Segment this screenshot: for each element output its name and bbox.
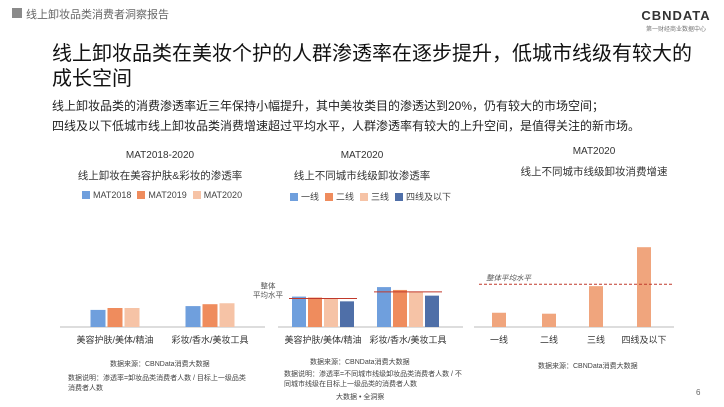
chart1-legend: MAT2018 MAT2019 MAT2020 (82, 190, 248, 200)
legend-item-tier3: 三线 (360, 190, 389, 203)
chart2-source: 数据来源：CBNData消费大数据 (310, 359, 410, 366)
chart1-plot: 美容护肤/美体/精油 彩妆/香水/美妆工具 (60, 303, 265, 345)
legend-label: MAT2020 (203, 190, 243, 200)
legend-item-mat2019: MAT2019 (137, 190, 187, 200)
bar-tier2-0 (308, 297, 322, 327)
legend-swatch (290, 192, 298, 201)
page-number: 6 (696, 388, 701, 397)
legend-label: 二线 (336, 192, 355, 202)
bar-mat2019-1 (202, 304, 218, 327)
legend-item-mat2020: MAT2020 (192, 190, 243, 200)
legend-label: 一线 (301, 192, 320, 202)
chart1-period: MAT2018-2020 (125, 150, 195, 161)
legend-swatch (360, 192, 369, 201)
description: 线上卸妆品类的消费渗透率近三年保持小幅提升，其中美妆类目的渗透达到20%，仍有较… (52, 96, 692, 136)
average-label: 整体 (261, 281, 276, 291)
legend-item-tier2: 二线 (325, 190, 354, 203)
legend-item-mat2018: MAT2018 (82, 190, 131, 200)
bar-growth-2 (589, 286, 603, 327)
chart2-note: 数据说明：渗透率=不同城市线级卸妆品类消费者人数 / 不同城市线级在目标上一级品… (284, 371, 462, 388)
bar-tier4-1 (425, 295, 439, 327)
description-line-1: 线上卸妆品类的消费渗透率近三年保持小幅提升，其中美妆类目的渗透达到20%，仍有较… (52, 99, 605, 113)
legend-swatch (325, 192, 334, 201)
header-marker (12, 8, 22, 18)
description-line-2: 四线及以下低城市线上卸妆品类消费增速超过平均水平，人群渗透率有较大的上升空间，是… (52, 119, 641, 133)
x-tick-label: 四线及以下 (621, 334, 666, 345)
x-tick-label: 彩妆/香水/美妆工具 (171, 334, 248, 345)
x-tick-label: 彩妆/香水/美妆工具 (369, 334, 446, 345)
chart1-note: 数据说明：渗透率=卸妆品类消费者人数 / 目标上一级品类消费者人数 (68, 375, 246, 392)
logo-text: CBNDATA (641, 8, 711, 23)
x-tick-label: 美容护肤/美体/精油 (76, 334, 153, 345)
page-title: 线上卸妆品类在美妆个护的人群渗透率在逐步提升，低城市线级有较大的成长空间 (52, 43, 692, 90)
chart2-footer: 大数据 • 全洞察 (336, 394, 385, 401)
legend-label: MAT2018 (93, 190, 132, 200)
x-tick-label: 美容护肤/美体/精油 (284, 334, 361, 345)
bar-mat2018-1 (185, 306, 201, 327)
chart2-legend: 一线 二线 三线 四线及以下 (290, 190, 457, 203)
x-tick-label: 一线 (490, 334, 508, 345)
legend-swatch (82, 191, 90, 199)
cbndata-logo: CBNDATA 第一财经商业数据中心 (640, 8, 712, 36)
x-tick-label: 二线 (540, 334, 558, 345)
chart2-plot: 美容护肤/美体/精油 彩妆/香水/美妆工具 整体平均水平 (253, 281, 463, 345)
chart2-heading: MAT2020 线上不同城市线级卸妆渗透率 (262, 150, 462, 183)
bar-tier2-1 (393, 289, 407, 327)
bar-growth-1 (542, 313, 556, 327)
legend-item-tier4: 四线及以下 (395, 190, 451, 203)
x-tick-label: 三线 (587, 334, 605, 345)
chart3-heading: MAT2020 线上不同城市线级卸妆消费增速 (484, 146, 704, 179)
bar-mat2019-0 (107, 308, 123, 327)
bar-mat2020-1 (219, 303, 235, 327)
bar-mat2018-0 (90, 309, 106, 327)
chart1-heading: MAT2018-2020 线上卸妆在美容护肤&彩妆的渗透率 (60, 150, 260, 183)
logo-subtext: 第一财经商业数据中心 (645, 27, 706, 33)
legend-item-tier1: 一线 (290, 190, 319, 203)
report-title: 线上卸妆品类消费者洞察报告 (26, 9, 169, 21)
legend-label: 三线 (371, 192, 390, 202)
legend-swatch (137, 191, 146, 199)
chart3-title: 线上不同城市线级卸妆消费增速 (520, 166, 668, 178)
average-label: 平均水平 (253, 290, 283, 300)
chart1-source: 数据来源：CBNData消费大数据 (110, 361, 210, 368)
average-label: 整体平均水平 (486, 273, 532, 282)
bar-growth-0 (492, 312, 506, 327)
bar-tier1-0 (292, 296, 306, 327)
legend-swatch (192, 191, 201, 199)
bar-tier3-1 (409, 291, 423, 327)
bar-tier1-1 (377, 287, 391, 327)
chart3-source: 数据来源：CBNData消费大数据 (538, 363, 638, 370)
bar-tier4-0 (340, 301, 354, 327)
chart3-period: MAT2020 (572, 146, 616, 157)
bar-tier3-0 (324, 298, 338, 327)
legend-label: MAT2019 (148, 190, 187, 200)
chart1-title: 线上卸妆在美容护肤&彩妆的渗透率 (77, 170, 243, 182)
bar-growth-3 (637, 247, 651, 327)
legend-swatch (395, 192, 404, 201)
bar-mat2020-0 (124, 308, 140, 327)
chart3-plot: 一线 二线 三线 四线及以下 整体平均水平 (474, 247, 674, 345)
chart2-period: MAT2020 (340, 150, 384, 161)
chart2-title: 线上不同城市线级卸妆渗透率 (293, 170, 431, 182)
legend-label: 四线及以下 (406, 192, 452, 202)
